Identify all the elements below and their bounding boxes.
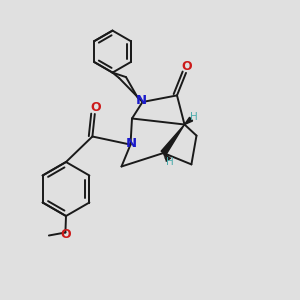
Text: O: O: [182, 60, 192, 73]
Text: O: O: [60, 227, 71, 241]
Polygon shape: [184, 117, 193, 124]
Text: N: N: [126, 136, 137, 150]
Polygon shape: [161, 124, 184, 155]
Text: H: H: [190, 112, 197, 122]
Text: N: N: [136, 94, 147, 107]
Text: H: H: [166, 157, 174, 167]
Text: O: O: [90, 101, 101, 114]
